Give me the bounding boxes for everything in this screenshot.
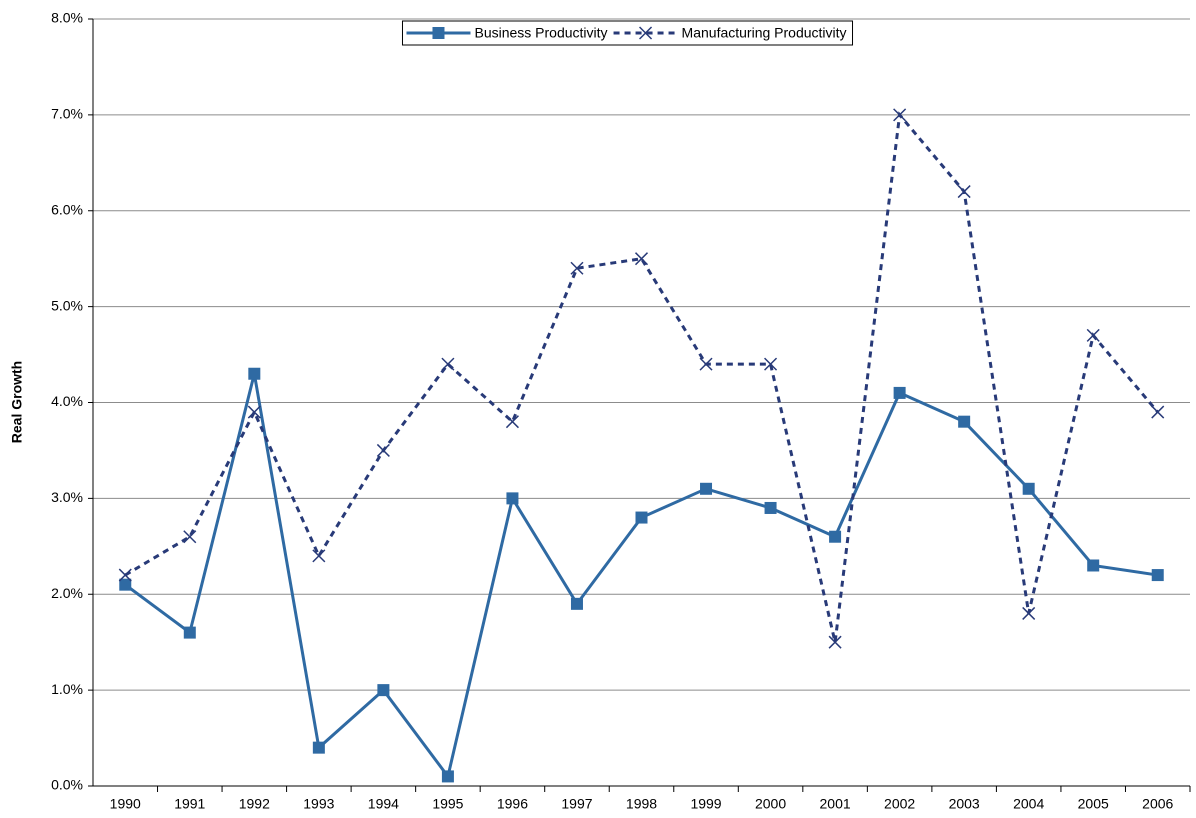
marker bbox=[376, 443, 390, 457]
marker bbox=[570, 597, 583, 610]
marker bbox=[183, 530, 197, 544]
series-line bbox=[124, 373, 1158, 780]
y-tick-label: 1.0% bbox=[51, 681, 83, 697]
x-tick-label: 1999 bbox=[690, 796, 721, 812]
x-tick-label: 2003 bbox=[949, 796, 980, 812]
marker bbox=[958, 415, 971, 428]
marker bbox=[700, 482, 713, 495]
marker bbox=[312, 549, 326, 563]
marker bbox=[635, 511, 648, 524]
x-tick-label: 1991 bbox=[174, 796, 205, 812]
y-tick-label: 8.0% bbox=[51, 10, 83, 26]
y-axis-label: Real Growth bbox=[9, 361, 25, 443]
marker bbox=[893, 108, 907, 122]
marker bbox=[377, 684, 390, 697]
y-tick-label: 4.0% bbox=[51, 393, 83, 409]
x-tick-label: 2000 bbox=[755, 796, 786, 812]
marker bbox=[247, 405, 261, 419]
x-tick-label: 1990 bbox=[110, 796, 141, 812]
marker bbox=[764, 501, 777, 514]
x-tick-label: 2002 bbox=[884, 796, 915, 812]
marker bbox=[441, 770, 454, 783]
legend: Business Productivity Manufacturing Produ… bbox=[401, 20, 854, 46]
x-tick-label: 1997 bbox=[561, 796, 592, 812]
marker bbox=[441, 357, 455, 371]
marker bbox=[1087, 559, 1100, 572]
marker bbox=[570, 261, 584, 275]
x-tick-label: 1998 bbox=[626, 796, 657, 812]
y-tick-label: 3.0% bbox=[51, 489, 83, 505]
marker bbox=[1022, 606, 1036, 620]
x-tick-label: 1996 bbox=[497, 796, 528, 812]
marker bbox=[699, 357, 713, 371]
marker bbox=[1151, 405, 1165, 419]
marker bbox=[505, 415, 519, 429]
y-tick-label: 6.0% bbox=[51, 201, 83, 217]
y-tick-label: 5.0% bbox=[51, 297, 83, 313]
marker bbox=[764, 357, 778, 371]
marker bbox=[119, 578, 132, 591]
marker bbox=[828, 635, 842, 649]
marker bbox=[957, 185, 971, 199]
x-tick-label: 1995 bbox=[432, 796, 463, 812]
marker bbox=[183, 626, 196, 639]
y-tick-label: 0.0% bbox=[51, 777, 83, 793]
marker bbox=[634, 252, 649, 266]
x-tick-label: 2004 bbox=[1013, 796, 1044, 812]
x-tick-label: 2005 bbox=[1078, 796, 1109, 812]
marker bbox=[829, 530, 842, 543]
legend-label: Business Productivity bbox=[474, 25, 607, 41]
x-tick-label: 1994 bbox=[368, 796, 399, 812]
marker bbox=[1022, 482, 1035, 495]
marker bbox=[248, 367, 261, 380]
y-tick-label: 7.0% bbox=[51, 106, 83, 122]
x-tick-label: 1992 bbox=[239, 796, 270, 812]
marker bbox=[312, 741, 325, 754]
marker bbox=[506, 492, 519, 505]
marker bbox=[893, 386, 906, 399]
x-tick-label: 1993 bbox=[303, 796, 334, 812]
marker bbox=[1086, 328, 1100, 342]
marker bbox=[1151, 569, 1164, 582]
legend-label: Manufacturing Productivity bbox=[682, 25, 847, 41]
x-tick-label: 2001 bbox=[820, 796, 851, 812]
legend-marker bbox=[432, 27, 445, 39]
marker bbox=[118, 568, 132, 582]
legend-marker bbox=[639, 26, 653, 40]
x-tick-label: 2006 bbox=[1142, 796, 1173, 812]
series-line bbox=[124, 111, 1159, 643]
y-tick-label: 2.0% bbox=[51, 585, 83, 601]
